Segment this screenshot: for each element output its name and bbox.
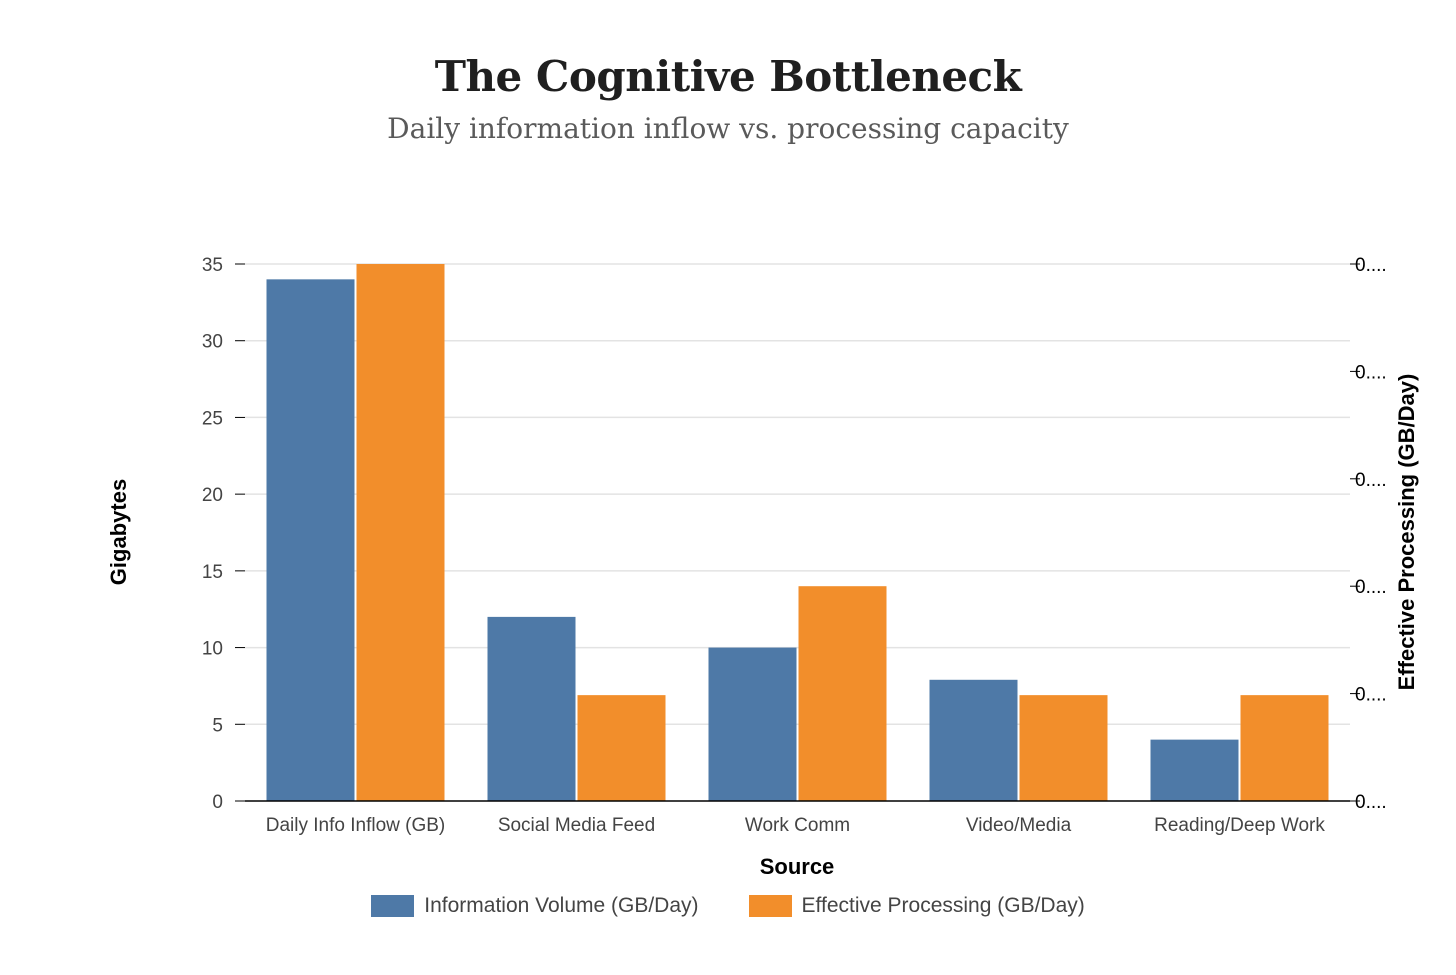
bar-information-volume[interactable]	[1150, 739, 1239, 801]
bar-effective-processing[interactable]	[356, 264, 445, 801]
x-tick-label: Social Media Feed	[498, 815, 655, 836]
y-tick-label: 15	[202, 562, 223, 583]
legend-label-effective-processing: Effective Processing (GB/Day)	[801, 894, 1085, 917]
y2-tick-label: 0....	[1355, 792, 1387, 813]
y2-axis-ticks: 0.... 0.... 0.... 0.... 0.... 0....	[1350, 255, 1387, 813]
bar-effective-processing[interactable]	[798, 586, 887, 801]
legend-swatch-effective-processing	[748, 895, 792, 917]
y2-tick-label: 0....	[1355, 685, 1387, 706]
y-tick-label: 20	[202, 485, 223, 506]
bar-effective-processing[interactable]	[577, 695, 666, 801]
x-axis-ticks: Daily Info Inflow (GB) Social Media Feed W…	[266, 815, 1326, 836]
y2-tick-label: 0....	[1355, 470, 1387, 491]
bar-information-volume[interactable]	[266, 279, 355, 801]
y-tick-label: 5	[212, 715, 223, 736]
y2-axis-title: Effective Processing (GB/Day)	[1394, 374, 1419, 691]
bar-effective-processing[interactable]	[1019, 695, 1108, 801]
y-tick-label: 35	[202, 255, 223, 276]
legend: Information Volume (GB/Day) Effective Pr…	[0, 894, 1456, 918]
y-tick-label: 10	[202, 639, 223, 660]
bar-information-volume[interactable]	[929, 679, 1018, 801]
legend-swatch-information-volume	[371, 895, 415, 917]
x-tick-label: Video/Media	[966, 815, 1072, 836]
bar-information-volume[interactable]	[487, 616, 576, 801]
x-tick-label: Reading/Deep Work	[1154, 815, 1325, 836]
bar-effective-processing[interactable]	[1240, 695, 1329, 801]
chart-subtitle: Daily information inflow vs. processing …	[387, 112, 1069, 145]
y-axis-title: Gigabytes	[106, 479, 131, 585]
x-tick-label: Daily Info Inflow (GB)	[266, 815, 446, 836]
y2-tick-label: 0....	[1355, 362, 1387, 383]
y-tick-label: 0	[212, 792, 223, 813]
chart-title: The Cognitive Bottleneck	[434, 52, 1022, 101]
y2-tick-label: 0....	[1355, 577, 1387, 598]
x-tick-label: Work Comm	[745, 815, 850, 836]
legend-label-information-volume: Information Volume (GB/Day)	[424, 894, 699, 917]
bars	[266, 264, 1329, 801]
y2-tick-label: 0....	[1355, 255, 1387, 276]
bar-information-volume[interactable]	[708, 647, 797, 801]
legend-item-effective-processing[interactable]: Effective Processing (GB/Day)	[748, 894, 1085, 918]
y-tick-label: 30	[202, 332, 223, 353]
y-axis-ticks: 0 5 10 15 20 25 30 35	[202, 255, 245, 813]
x-axis-title: Source	[760, 854, 835, 879]
y-tick-label: 25	[202, 408, 223, 429]
legend-item-information-volume[interactable]: Information Volume (GB/Day)	[371, 894, 699, 918]
